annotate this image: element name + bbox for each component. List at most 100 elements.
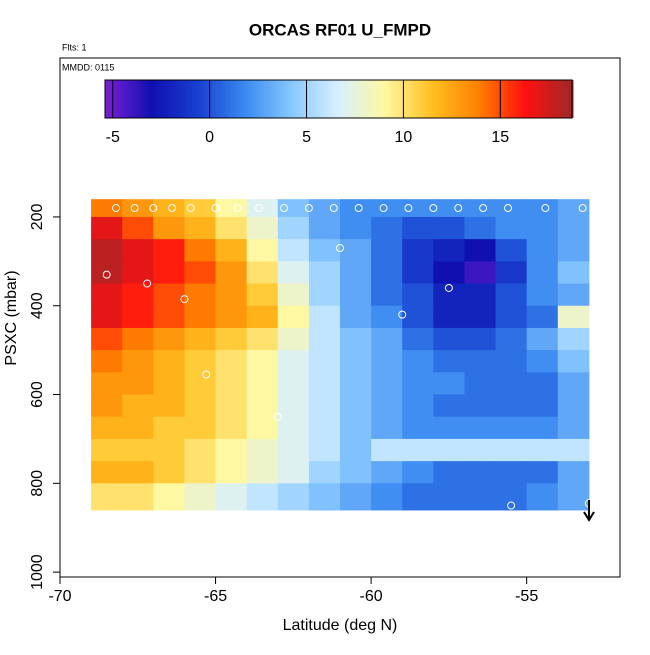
cell — [557, 416, 590, 440]
cell — [557, 350, 590, 373]
cell — [215, 483, 248, 511]
cell — [246, 216, 279, 240]
colorbar-swatch — [549, 80, 553, 118]
colorbar-swatch — [480, 80, 484, 118]
cell — [526, 261, 559, 285]
cell — [91, 261, 123, 285]
colorbar-swatch — [144, 80, 148, 118]
cell — [153, 350, 185, 373]
colorbar-swatch — [210, 80, 214, 118]
cell — [122, 416, 154, 440]
cell — [215, 350, 248, 373]
cell — [371, 261, 403, 285]
colorbar-swatch — [129, 80, 133, 118]
colorbar-swatch — [537, 80, 541, 118]
cell — [215, 438, 248, 462]
colorbar-swatch — [240, 80, 244, 118]
cell — [277, 350, 310, 373]
colorbar-swatch — [513, 80, 517, 118]
cell — [495, 416, 528, 440]
observation — [211, 204, 220, 213]
arrow — [583, 500, 595, 522]
cell — [122, 394, 154, 418]
cell — [495, 239, 528, 262]
cell — [308, 483, 341, 511]
cell — [308, 372, 341, 396]
y-tick-label: 400 — [29, 292, 46, 319]
cell — [91, 327, 123, 351]
cell — [371, 416, 403, 440]
observation — [444, 283, 453, 292]
cell — [557, 372, 590, 396]
cell — [277, 239, 310, 262]
colorbar-swatch — [561, 80, 565, 118]
cell — [433, 283, 465, 307]
cell — [433, 327, 465, 351]
cell — [215, 239, 248, 262]
colorbar-swatch — [255, 80, 259, 118]
cell — [464, 438, 497, 462]
cell — [91, 394, 123, 418]
colorbar-swatch — [441, 80, 445, 118]
cell — [340, 461, 372, 484]
cell — [277, 216, 310, 240]
cell — [464, 350, 497, 373]
colorbar-swatch — [420, 80, 424, 118]
colorbar-swatch — [345, 80, 349, 118]
colorbar-swatch — [381, 80, 385, 118]
cell — [402, 216, 434, 240]
cell — [277, 461, 310, 484]
observation — [354, 204, 363, 213]
colorbar-swatch — [516, 80, 520, 118]
colorbar-swatch — [297, 80, 301, 118]
cell — [371, 372, 403, 396]
colorbar-swatch — [390, 80, 394, 118]
cell — [464, 199, 497, 218]
colorbar-swatch — [174, 80, 178, 118]
cell — [495, 305, 528, 329]
cell — [526, 283, 559, 307]
colorbar-swatch — [186, 80, 190, 118]
colorbar-swatch — [204, 80, 208, 118]
observation — [280, 204, 288, 213]
observation — [454, 204, 463, 213]
colorbar-swatch — [567, 80, 571, 118]
cell — [153, 239, 185, 262]
cell — [495, 327, 528, 351]
cell — [308, 394, 341, 418]
cell — [433, 461, 465, 484]
cell — [277, 199, 310, 218]
cell — [91, 199, 123, 218]
observation — [479, 204, 488, 213]
colorbar-swatch — [432, 80, 436, 118]
colorbar-swatch — [285, 80, 289, 118]
colorbar-swatch — [354, 80, 358, 118]
colorbar: -5 0 5 10 15 — [104, 79, 574, 146]
cell — [308, 438, 341, 462]
colorbar-swatch — [168, 80, 172, 118]
colorbar-swatch — [231, 80, 235, 118]
colorbar-swatch — [471, 80, 475, 118]
cell — [464, 261, 497, 285]
cell — [153, 461, 185, 484]
cell — [464, 216, 497, 240]
cell — [371, 350, 403, 373]
cell — [122, 261, 154, 285]
cell — [246, 305, 279, 329]
x-tick-label: -60 — [360, 588, 383, 605]
cell — [340, 394, 372, 418]
cell — [215, 261, 248, 285]
colorbar-swatch — [315, 80, 319, 118]
cell — [433, 372, 465, 396]
observation — [504, 204, 512, 213]
colorbar-swatch — [324, 80, 328, 118]
cell — [526, 394, 559, 418]
colorbar-swatch — [426, 80, 430, 118]
cell — [91, 350, 123, 373]
cell — [526, 350, 559, 373]
cell — [153, 327, 185, 351]
cell — [495, 261, 528, 285]
observation — [404, 204, 413, 213]
colorbar-swatch — [327, 80, 331, 118]
colorbar-swatch — [444, 80, 448, 118]
